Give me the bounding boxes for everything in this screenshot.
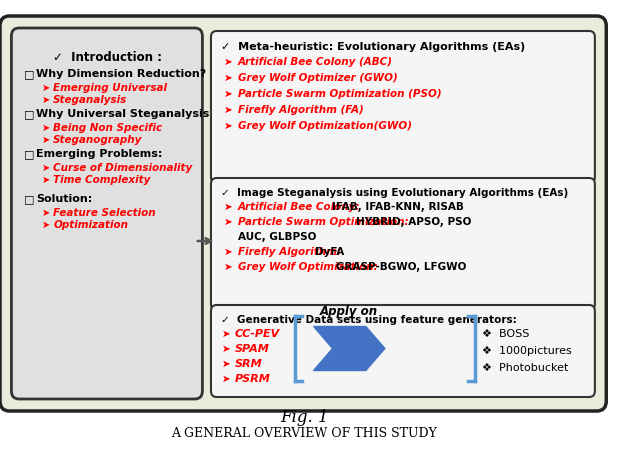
Text: ➤: ➤: [42, 208, 50, 218]
Text: Firefly Algorithm (FA): Firefly Algorithm (FA): [237, 105, 364, 115]
Text: Being Non Specific: Being Non Specific: [53, 123, 163, 133]
Text: ❖  Photobucket: ❖ Photobucket: [482, 363, 568, 373]
Text: ✓  Generative Data sets using feature generators:: ✓ Generative Data sets using feature gen…: [221, 315, 517, 325]
Text: Artificial Bee Colony (ABC): Artificial Bee Colony (ABC): [237, 57, 392, 67]
FancyBboxPatch shape: [211, 31, 595, 183]
Polygon shape: [314, 326, 385, 370]
Text: ✓  Meta-heuristic: Evolutionary Algorithms (EAs): ✓ Meta-heuristic: Evolutionary Algorithm…: [221, 42, 525, 52]
Text: ➤: ➤: [42, 163, 50, 173]
Text: Particle Swarm Optimization (PSO): Particle Swarm Optimization (PSO): [237, 89, 441, 99]
Text: Particle Swarm Optimization:: Particle Swarm Optimization:: [237, 217, 412, 227]
Text: Fig. 1: Fig. 1: [280, 409, 328, 426]
Text: ➤: ➤: [42, 220, 50, 230]
Text: ➤: ➤: [42, 83, 50, 93]
Text: ➤: ➤: [224, 73, 233, 83]
Text: Grey Wolf Optimizer (GWO): Grey Wolf Optimizer (GWO): [237, 73, 397, 83]
Text: ➤: ➤: [224, 262, 233, 272]
Text: ➤: ➤: [224, 247, 233, 257]
Text: DyFA: DyFA: [316, 247, 344, 257]
Text: SPAM: SPAM: [235, 344, 269, 354]
Text: Emerging Problems:: Emerging Problems:: [36, 149, 163, 159]
Text: ➤: ➤: [224, 57, 233, 67]
Text: ➤: ➤: [221, 344, 230, 354]
Text: Time Complexity: Time Complexity: [53, 175, 150, 185]
Text: Steganalysis: Steganalysis: [53, 95, 127, 105]
FancyBboxPatch shape: [12, 28, 202, 399]
Text: Feature Selection: Feature Selection: [53, 208, 156, 218]
Text: Apply on: Apply on: [320, 306, 378, 319]
Text: □: □: [24, 109, 35, 119]
Text: ✓  Image Steganalysis using Evolutionary Algorithms (EAs): ✓ Image Steganalysis using Evolutionary …: [221, 188, 569, 198]
Text: ➤: ➤: [221, 329, 230, 339]
Text: □: □: [24, 194, 35, 204]
Text: Grey Wolf Optimization:: Grey Wolf Optimization:: [237, 262, 381, 272]
Text: Grey Wolf Optimization(GWO): Grey Wolf Optimization(GWO): [237, 121, 412, 131]
Text: Why Universal Steganalysis: Why Universal Steganalysis: [36, 109, 209, 119]
Text: Solution:: Solution:: [36, 194, 92, 204]
Text: ✓  Introduction :: ✓ Introduction :: [53, 51, 162, 64]
FancyBboxPatch shape: [211, 305, 595, 397]
Text: ➤: ➤: [42, 95, 50, 105]
Text: PSRM: PSRM: [235, 374, 271, 384]
Text: ➤: ➤: [221, 374, 230, 384]
Text: Curse of Dimensionality: Curse of Dimensionality: [53, 163, 193, 173]
Text: HYBRID, APSO, PSO: HYBRID, APSO, PSO: [356, 217, 472, 227]
Text: ➤: ➤: [224, 202, 233, 212]
Text: CC-PEV: CC-PEV: [235, 329, 280, 339]
Text: Artificial Bee Colony:: Artificial Bee Colony:: [237, 202, 364, 212]
Text: Steganography: Steganography: [53, 135, 143, 145]
Text: □: □: [24, 149, 35, 159]
Text: ❖  1000pictures: ❖ 1000pictures: [482, 346, 572, 356]
Text: Optimization: Optimization: [53, 220, 128, 230]
Text: Firefly Algorithm:: Firefly Algorithm:: [237, 247, 344, 257]
FancyBboxPatch shape: [0, 16, 606, 411]
FancyBboxPatch shape: [211, 178, 595, 310]
Text: SRM: SRM: [235, 359, 262, 369]
Text: ➤: ➤: [42, 175, 50, 185]
Text: ➤: ➤: [224, 121, 233, 131]
Text: GRASP-BGWO, LFGWO: GRASP-BGWO, LFGWO: [335, 262, 466, 272]
Text: ➤: ➤: [42, 135, 50, 145]
Text: ➤: ➤: [224, 105, 233, 115]
Text: IFAB, IFAB-KNN, RISAB: IFAB, IFAB-KNN, RISAB: [332, 202, 463, 212]
Text: AUC, GLBPSO: AUC, GLBPSO: [237, 232, 316, 242]
Text: ➤: ➤: [224, 89, 233, 99]
Text: ❖  BOSS: ❖ BOSS: [482, 329, 529, 339]
Text: □: □: [24, 69, 35, 79]
Text: A GENERAL OVERVIEW OF THIS STUDY: A GENERAL OVERVIEW OF THIS STUDY: [171, 427, 437, 440]
Text: ➤: ➤: [42, 123, 50, 133]
Text: ➤: ➤: [224, 217, 233, 227]
Text: ➤: ➤: [221, 359, 230, 369]
Text: Why Dimension Reduction?: Why Dimension Reduction?: [36, 69, 206, 79]
Text: Emerging Universal: Emerging Universal: [53, 83, 167, 93]
